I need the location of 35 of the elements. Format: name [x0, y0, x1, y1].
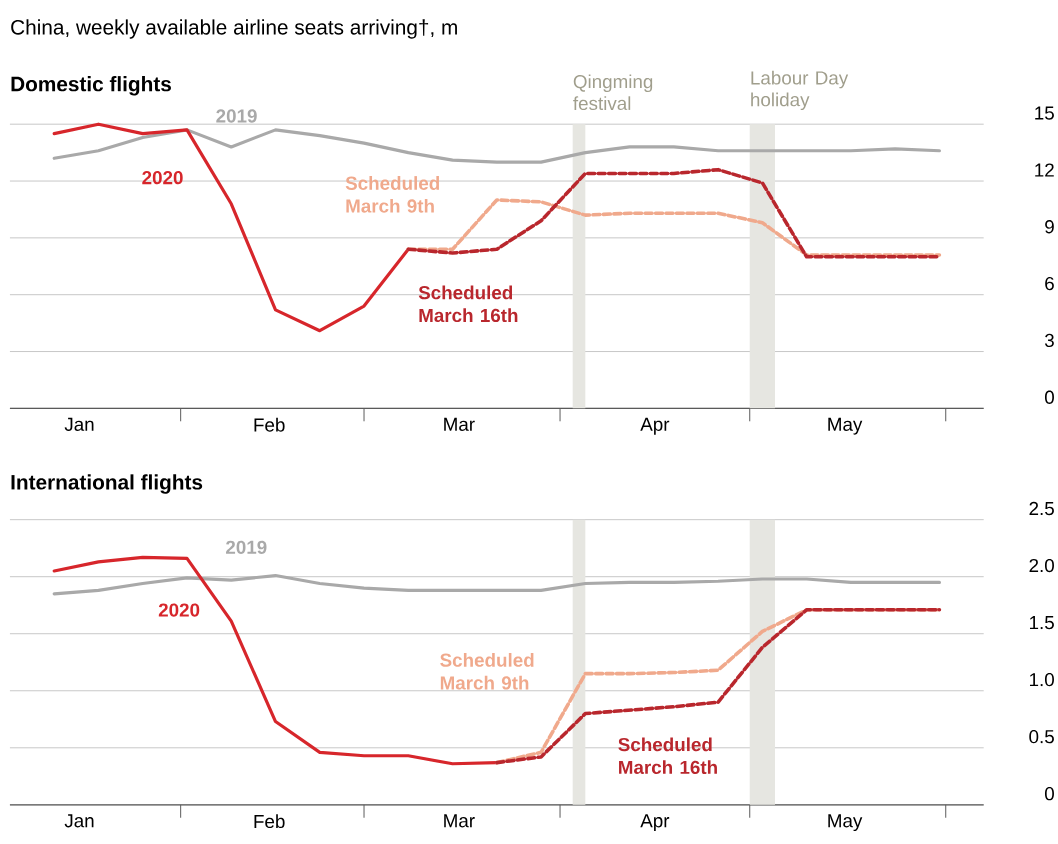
y-tick-label: 0 [1044, 787, 1054, 801]
y-tick-label: 1.0 [1029, 673, 1054, 687]
x-tick-label: Feb [254, 814, 285, 829]
band-label: Qingming festival [573, 74, 653, 111]
x-tick-label: Jan [64, 814, 94, 828]
band-label: Labour Day holiday [751, 70, 849, 111]
series-label: 2019 [216, 109, 257, 123]
x-tick-label: Apr [640, 418, 670, 435]
y-tick-label: 12 [1035, 163, 1054, 177]
chart-title: China, weekly available airline seats arriving†, m [11, 19, 457, 39]
y-tick-label: 0 [1044, 390, 1054, 405]
y-tick-label: 2.0 [1029, 559, 1054, 573]
x-tick-label: Jan [64, 418, 94, 432]
series-label: 2020 [142, 171, 183, 185]
series-label: Scheduled March 16th [418, 285, 518, 323]
y-tick-label: 2.5 [1029, 502, 1054, 516]
chart-title: International flights [11, 474, 203, 494]
series-label: 2020 [158, 603, 200, 617]
x-tick-label: Feb [254, 418, 285, 432]
x-tick-label: May [828, 418, 863, 435]
y-tick-label: 6 [1045, 277, 1054, 291]
y-tick-label: 9 [1045, 220, 1054, 234]
series-label: Scheduled March 9th [440, 653, 534, 690]
x-tick-label: Mar [444, 418, 475, 432]
series-label: Scheduled March 16th [618, 737, 717, 775]
y-tick-label: 15 [1035, 106, 1054, 120]
series-label: 2019 [226, 540, 267, 555]
x-tick-label: Apr [640, 814, 670, 832]
x-tick-label: Mar [444, 814, 475, 828]
y-tick-label: 1.5 [1029, 616, 1054, 630]
y-tick-label: 0.5 [1029, 730, 1054, 744]
x-tick-label: May [828, 814, 863, 832]
chart-subtitle: Domestic flights [11, 76, 171, 96]
series-label: Scheduled March 9th [345, 176, 440, 213]
y-tick-label: 3 [1044, 333, 1054, 348]
